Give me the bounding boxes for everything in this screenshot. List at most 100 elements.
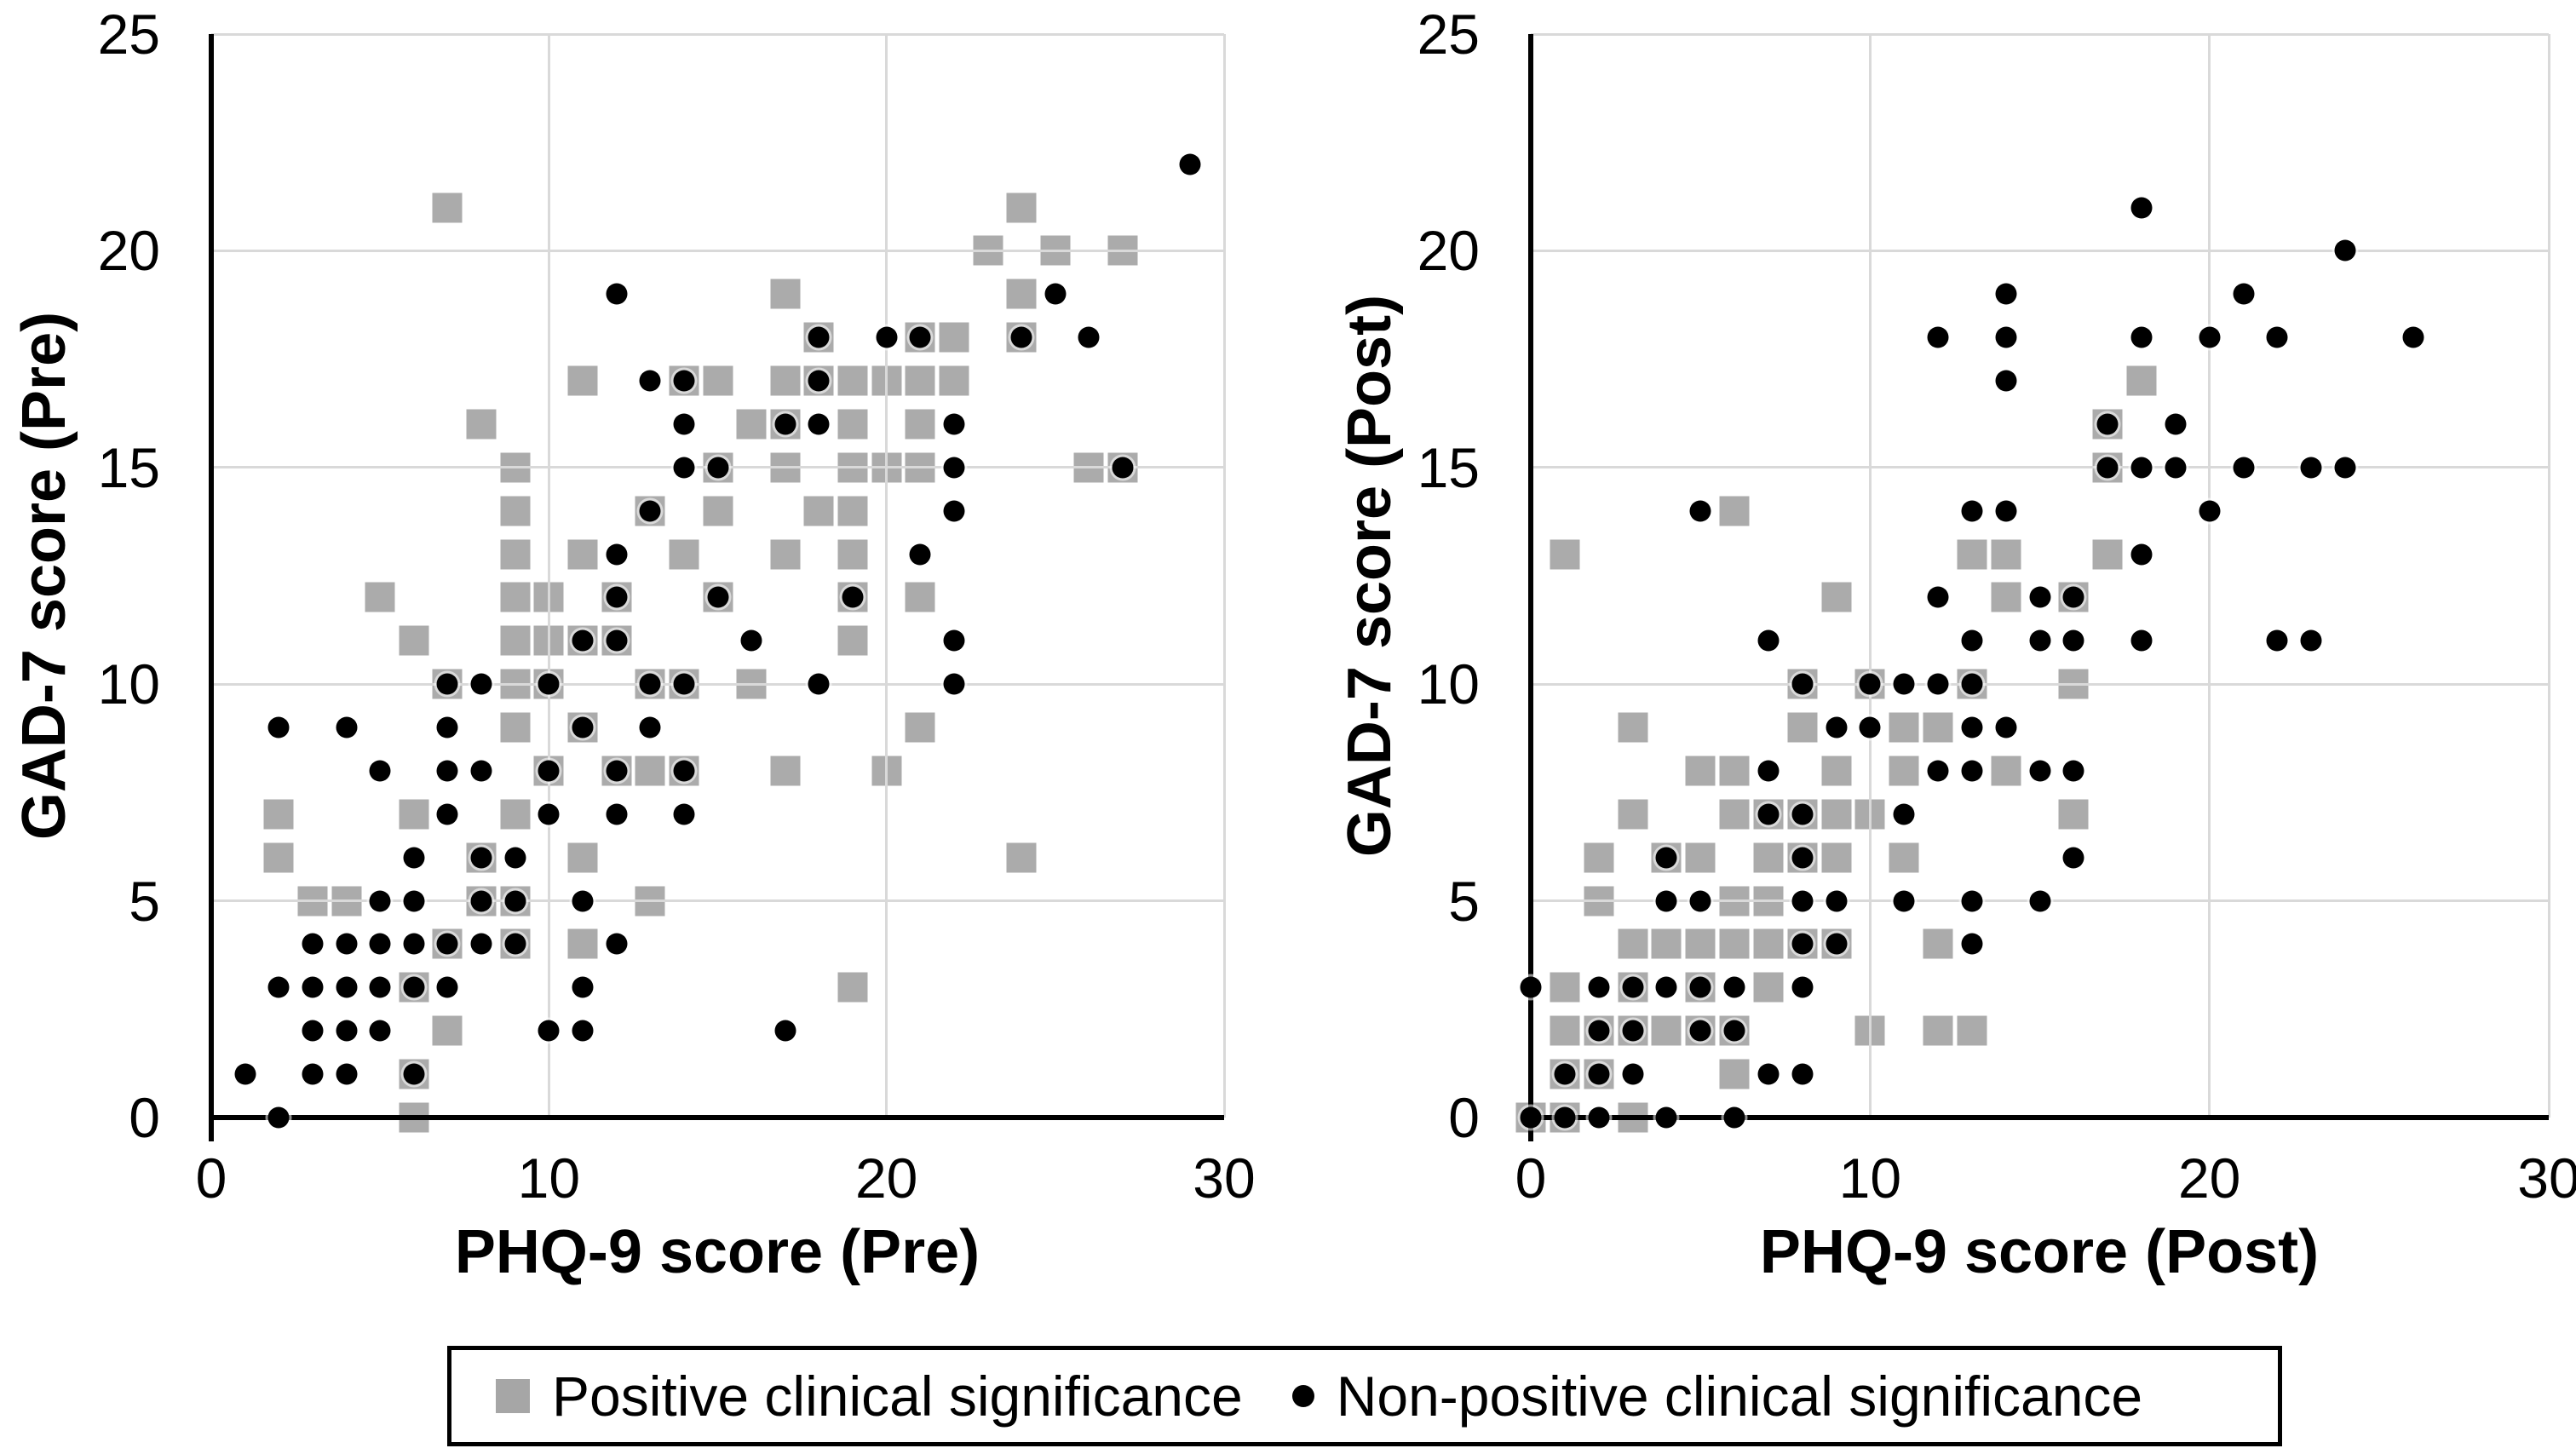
scatter-point-dot [2334,239,2356,261]
scatter-point-dot [1112,457,1134,479]
scatter-point-dot [1179,153,1201,175]
gridline-vertical [2547,34,2550,1118]
scatter-point-square [1889,842,1919,873]
scatter-point-square [905,365,935,396]
gridline-horizontal [211,899,1224,903]
gridline-horizontal [211,682,1224,686]
scatter-point-dot [639,673,661,695]
scatter-point-dot [606,543,628,566]
scatter-point-square [1719,756,1750,786]
scatter-point-dot [2096,413,2119,435]
scatter-point-dot [2130,197,2153,219]
x-tick-label: 10 [1838,1147,1902,1210]
scatter-point-dot [1791,673,1814,695]
gridline-vertical [1868,34,1872,1118]
scatter-point-dot [1791,933,1814,955]
scatter-point-dot [1791,890,1814,912]
x-axis-title-post: PHQ-9 score (Post) [1759,1218,2320,1286]
scatter-point-square [500,712,531,743]
scatter-point-square [703,496,733,526]
scatter-point-square [263,842,294,873]
y-tick-label: 5 [129,869,160,933]
scatter-point-square [1991,756,2021,786]
gridline-horizontal [1531,682,2549,686]
scatter-point-dot [1826,933,1847,955]
x-axis-line [1528,1115,2549,1120]
scatter-point-square [500,625,531,656]
scatter-point-square [837,365,868,396]
scatter-point-dot [2233,283,2254,305]
scatter-point-dot [2029,629,2050,652]
scatter-point-square [1550,972,1580,1003]
scatter-point-dot [606,283,628,305]
scatter-point-dot [1655,847,1677,869]
scatter-point-dot [1961,673,1983,695]
scatter-point-dot [1520,1106,1542,1129]
scatter-point-dot [436,976,458,998]
scatter-point-dot [470,673,492,695]
scatter-point-square [1923,712,1953,743]
scatter-point-square [567,842,598,873]
scatter-point-square [1719,496,1750,526]
scatter-point-dot [1893,673,1915,695]
scatter-point-dot [336,1020,358,1042]
scatter-point-square [736,409,767,440]
scatter-point-dot [538,803,560,825]
scatter-point-dot [673,413,695,435]
gridline-vertical [1222,34,1226,1118]
scatter-point-dot [572,629,594,652]
scatter-point-dot [538,760,560,782]
scatter-point-dot [369,760,391,782]
y-axis-line [209,34,214,1141]
scatter-point-dot [943,500,965,522]
legend-item-non-positive: Non-positive clinical significance [1291,1368,2142,1424]
scatter-point-dot [2300,629,2322,652]
scatter-point-square [2092,539,2123,570]
scatter-point-square [905,582,935,612]
scatter-point-dot [572,716,594,738]
scatter-point-dot [1927,673,1949,695]
scatter-point-dot [403,890,425,912]
y-axis-line [1528,34,1533,1141]
scatter-point-dot [1078,326,1100,348]
legend-item-positive: Positive clinical significance [496,1368,1243,1424]
scatter-point-dot [369,890,391,912]
x-tick-label: 10 [517,1147,581,1210]
scatter-point-dot [1622,1020,1643,1042]
scatter-point-square [567,539,598,570]
scatter-point-dot [606,933,628,955]
scatter-point-square [703,365,733,396]
scatter-point-dot [876,326,898,348]
scatter-point-dot [1520,976,1542,998]
scatter-point-square [1957,1015,1987,1046]
scatter-point-dot [1655,976,1677,998]
scatter-point-square [399,799,429,830]
scatter-point-dot [336,933,358,955]
y-tick-label: 20 [97,219,160,283]
scatter-point-dot [336,1063,358,1085]
scatter-point-square [1719,1059,1750,1089]
scatter-point-dot [267,716,290,738]
scatter-point-dot [1757,1063,1780,1085]
gray-square-marker-icon [496,1379,530,1413]
scatter-point-dot [1961,500,1983,522]
scatter-point-dot [2199,326,2221,348]
scatter-point-dot [1995,283,2017,305]
scatter-point-square [1821,582,1851,612]
scatter-point-dot [1757,629,1780,652]
scatter-point-dot [1622,976,1643,998]
scatter-point-dot [336,976,358,998]
scatter-point-dot [1723,976,1745,998]
y-tick-label: 25 [97,3,160,66]
scatter-point-square [1753,972,1784,1003]
scatter-point-square [2058,799,2089,830]
scatter-point-dot [808,673,830,695]
scatter-point-dot [1961,629,1983,652]
scatter-point-square [770,279,801,309]
scatter-point-square [1889,756,1919,786]
y-tick-label: 10 [97,652,160,716]
scatter-point-square [500,539,531,570]
scatter-point-dot [639,370,661,392]
scatter-point-dot [2233,457,2254,479]
scatter-point-dot [606,586,628,608]
